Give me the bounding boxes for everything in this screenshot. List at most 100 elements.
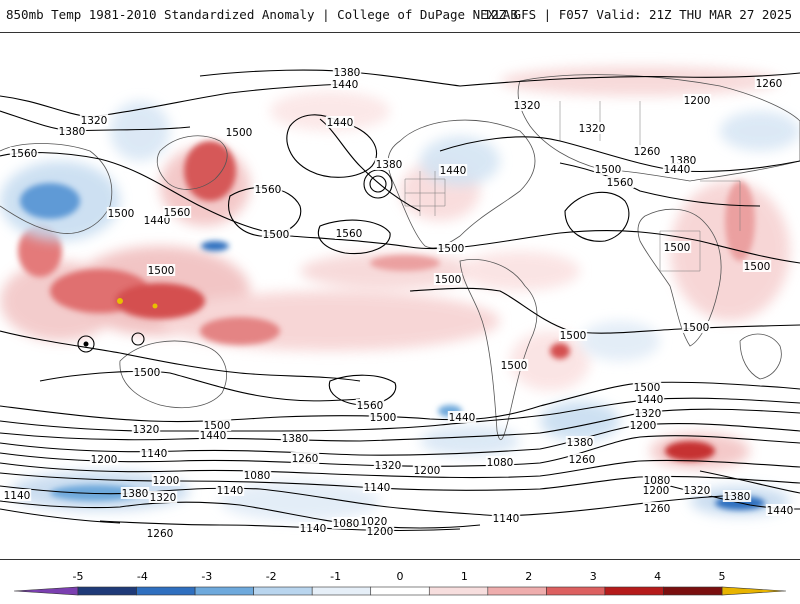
contour-label-bg bbox=[682, 94, 712, 106]
contour-label: 1320 bbox=[150, 492, 177, 504]
contour-label-bg bbox=[2, 489, 32, 501]
contour-label: 1440 bbox=[332, 79, 359, 91]
contour-label: 1440 bbox=[767, 505, 794, 517]
contour-label-bg bbox=[632, 145, 662, 157]
colorbar-segment bbox=[311, 586, 372, 596]
contour-label: 1260 bbox=[634, 146, 661, 158]
positive-anomaly-shading bbox=[0, 66, 790, 469]
contour-label-bg bbox=[491, 512, 521, 524]
contour-label-bg bbox=[202, 419, 232, 431]
contour-label: 1200 bbox=[643, 485, 670, 497]
contour-label: 1200 bbox=[91, 454, 118, 466]
contour-label-bg bbox=[89, 453, 119, 465]
contour-label-bg bbox=[298, 522, 328, 534]
contour-label: 1140 bbox=[4, 490, 31, 502]
contour-label: 1500 bbox=[595, 164, 622, 176]
contour-label: 1380 bbox=[376, 159, 403, 171]
contour-label-bg bbox=[359, 515, 389, 527]
colorbar-tick-label: 1 bbox=[461, 570, 468, 583]
contour-label-bg bbox=[374, 158, 404, 170]
contour-label: 1080 bbox=[333, 518, 360, 530]
colorbar-tick-label: 5 bbox=[719, 570, 726, 583]
contour-label-bg bbox=[9, 147, 39, 159]
contour-label-bg bbox=[362, 481, 392, 493]
contour-label-bg bbox=[628, 419, 658, 431]
colorbar-segment bbox=[370, 586, 430, 596]
contour-label-bg bbox=[633, 407, 663, 419]
contour-label: 1260 bbox=[569, 454, 596, 466]
contour-label-bg bbox=[662, 163, 692, 175]
contour-label-bg bbox=[558, 329, 588, 341]
contour-label-bg bbox=[368, 411, 398, 423]
colorbar-segment bbox=[136, 586, 196, 596]
contour-label: 1500 bbox=[370, 412, 397, 424]
contour-label-bg bbox=[632, 381, 662, 393]
contour-label-bg bbox=[224, 126, 254, 138]
contour-label: 1200 bbox=[630, 420, 657, 432]
colorbar-tick-label: 0 bbox=[397, 570, 404, 583]
contour-label: 1200 bbox=[367, 526, 394, 538]
map-title: 850mb Temp 1981-2010 Standardized Anomal… bbox=[6, 7, 518, 22]
contour-label-bg bbox=[242, 469, 272, 481]
political-boundaries bbox=[404, 101, 741, 272]
contour-label: 1500 bbox=[664, 242, 691, 254]
contour-label-bg bbox=[438, 164, 468, 176]
contour-label: 1500 bbox=[148, 265, 175, 277]
colorbar-segment bbox=[253, 586, 313, 596]
contour-label: 1140 bbox=[493, 513, 520, 525]
contour-label: 1320 bbox=[375, 460, 402, 472]
contour-label: 1440 bbox=[664, 164, 691, 176]
contour-label: 1320 bbox=[635, 408, 662, 420]
weather-map-panel: 1380 1440 1320 1380 1500 1440 1320 1320 1260 1200… bbox=[0, 32, 800, 560]
colorbar-segment bbox=[487, 586, 547, 596]
contour-label: 1500 bbox=[634, 382, 661, 394]
contour-label-bg bbox=[162, 206, 192, 218]
colorbar-tick-label: -1 bbox=[330, 570, 341, 583]
contour-label: 1560 bbox=[255, 184, 282, 196]
contour-label: 1260 bbox=[292, 453, 319, 465]
contour-label: 1500 bbox=[263, 229, 290, 241]
contour-label-bg bbox=[57, 125, 87, 137]
colorbar-segment bbox=[428, 586, 489, 596]
colorbar-tick-label: -2 bbox=[266, 570, 277, 583]
contour-label-bg bbox=[131, 423, 161, 435]
contour-label: 1500 bbox=[134, 367, 161, 379]
contour-label-bg bbox=[565, 436, 595, 448]
contour-label-bg bbox=[330, 78, 360, 90]
contour-label-bg bbox=[433, 273, 463, 285]
contour-label-bg bbox=[412, 464, 442, 476]
contour-label-bg bbox=[373, 459, 403, 471]
contour-label-bg bbox=[215, 484, 245, 496]
contour-label: 1440 bbox=[449, 412, 476, 424]
contour-label-bg bbox=[447, 411, 477, 423]
colorbar-tick-label: 4 bbox=[654, 570, 661, 583]
contour-label: 1560 bbox=[336, 228, 363, 240]
contour-label: 1440 bbox=[327, 117, 354, 129]
contour-label: 1380 bbox=[724, 491, 751, 503]
contour-label-bg bbox=[280, 432, 310, 444]
contour-label-bg bbox=[198, 429, 228, 441]
contour-label-bg bbox=[593, 163, 623, 175]
contour-label: 1380 bbox=[282, 433, 309, 445]
contour-label: 1500 bbox=[438, 243, 465, 255]
contour-label: 1500 bbox=[683, 322, 710, 334]
contour-label-bg bbox=[120, 487, 150, 499]
colorbar-segment bbox=[194, 586, 254, 596]
contour-label-bg bbox=[145, 527, 175, 539]
contour-label-bg bbox=[132, 366, 162, 378]
contour-label: 1500 bbox=[560, 330, 587, 342]
model-run-info: 12Z GFS | F057 Valid: 21Z THU MAR 27 202… bbox=[483, 7, 792, 22]
contour-label-bg bbox=[261, 228, 291, 240]
contour-label: 1440 bbox=[637, 394, 664, 406]
contour-label: 1080 bbox=[244, 470, 271, 482]
contour-label-bg bbox=[577, 122, 607, 134]
contour-label: 1380 bbox=[122, 488, 149, 500]
contour-label: 1200 bbox=[153, 475, 180, 487]
contour-label: 1560 bbox=[164, 207, 191, 219]
colorbar-segment bbox=[546, 586, 606, 596]
contour-label: 1140 bbox=[364, 482, 391, 494]
contour-label-bg bbox=[334, 227, 364, 239]
contour-label-bg bbox=[331, 517, 361, 529]
colorbar-tick-label: -3 bbox=[201, 570, 212, 583]
